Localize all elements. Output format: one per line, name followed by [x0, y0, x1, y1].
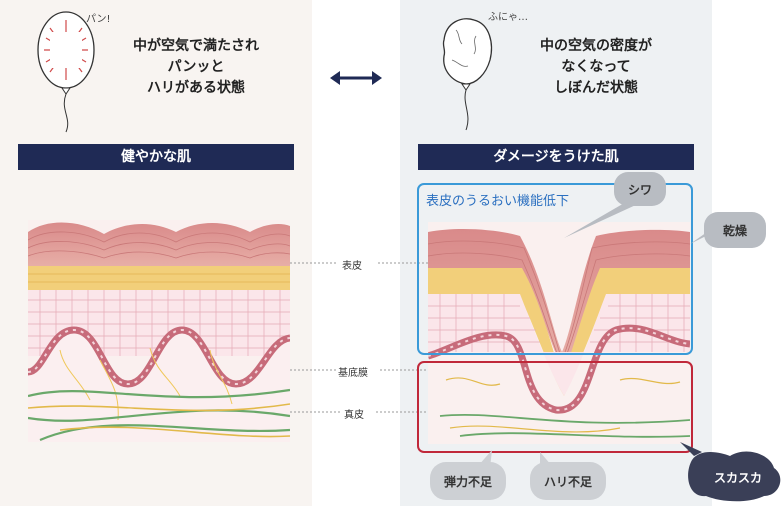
balloon-note-right: ふにゃ…	[488, 12, 528, 23]
firmness-bubble	[530, 452, 606, 500]
epidermis-label: 表皮	[342, 261, 362, 272]
sparse-text: スカスカ	[713, 471, 762, 485]
firmness-text: ハリ不足	[543, 475, 592, 489]
dry-bubble	[690, 212, 766, 248]
deflated-balloon-icon	[442, 18, 493, 131]
healthy-skin-banner: 健やかな肌	[18, 144, 294, 170]
full-balloon-icon	[37, 11, 95, 133]
healthy-skin-illustration	[28, 220, 290, 442]
healthy-caption: 中が空気で満たされ パンッと ハリがある状態	[133, 38, 259, 96]
wrinkle-text: シワ	[627, 183, 652, 197]
epidermis-damage-box	[417, 183, 693, 355]
double-arrow-icon	[330, 71, 382, 85]
sparse-bubble	[680, 442, 781, 502]
damaged-caption: 中の空気の密度が なくなって しぼんだ状態	[540, 38, 652, 96]
elastic-text: 弾力不足	[443, 475, 492, 489]
dermis-label: 真皮	[344, 410, 364, 421]
damaged-skin-illustration	[428, 222, 690, 444]
balloon-note-left: パン!	[86, 14, 111, 25]
moisture-function-label: 表皮のうるおい機能低下	[426, 194, 570, 209]
wrinkle-bubble	[564, 172, 666, 238]
elastic-bubble	[430, 450, 506, 500]
dermis-damage-box	[417, 361, 693, 453]
dry-text: 乾燥	[722, 224, 747, 238]
damaged-skin-banner: ダメージをうけた肌	[418, 144, 694, 170]
basement-membrane-label: 基底膜	[338, 368, 368, 379]
